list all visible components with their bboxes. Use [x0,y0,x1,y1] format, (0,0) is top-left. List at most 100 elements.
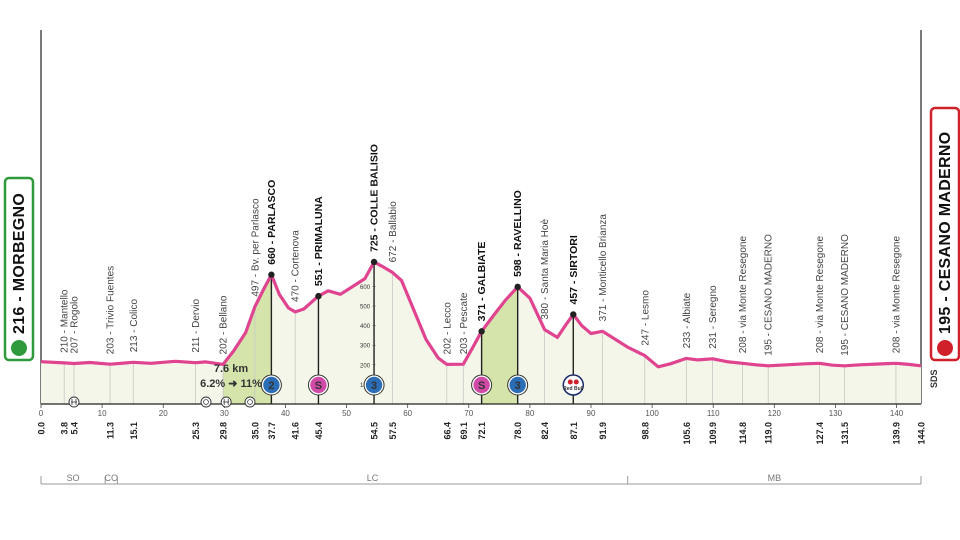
km-label: 57.5 [388,422,398,440]
sds-logo: SDS [929,369,939,388]
summit-dot [268,271,275,278]
start-cyclist-icon [11,340,27,356]
place-label: 207 - Rogolo [70,296,81,354]
place-label: 233 - Albiate [682,292,693,348]
place-label: 203 - Trivio Fuentes [106,266,117,354]
level-crossing-icon [68,396,80,408]
km-label: 37.7 [267,422,277,440]
kom-badge-text: 3 [515,380,521,392]
place-label: 195 - CESANO MADERNO [764,234,775,356]
altitude-tick-label: 300 [360,344,371,350]
place-label: 380 - Santa Maria Hoè [540,219,551,320]
sprint-badge-text: S [478,380,485,392]
place-label: 457 - SIRTORI [568,235,580,304]
km-label: 78.0 [513,422,523,440]
km-label: 45.4 [314,422,324,440]
finish-km-label: 144.0 [917,422,927,445]
level-crossing-icon [220,396,232,408]
redbull-badge: Red Bull [562,374,585,396]
x-tick-label: 110 [707,409,720,418]
place-label: 660 - PARLASCO [266,180,278,265]
place-label: 371 - Monticello Brianza [598,214,609,322]
km-label: 98.8 [640,422,650,440]
km-label: 25.3 [191,422,201,440]
x-tick-label: 140 [890,409,904,418]
x-tick-label: 120 [768,409,782,418]
summit-dot [370,258,378,266]
steepness-gradient: 6.2% ➜ 11% [200,378,262,390]
km-label: 119.0 [764,422,774,444]
kom-badge: 3 [507,374,529,396]
climb-segment-2 [481,286,518,404]
sprint-badge-text: S [315,380,322,392]
x-tick-label: 100 [645,409,659,418]
km-label: 105.6 [682,422,692,445]
place-label: 470 - Cortenova [291,230,302,302]
x-tick-label: 50 [342,409,351,418]
kom-badge: 3 [363,374,385,396]
redbull-badge-text: Red Bull [563,386,584,392]
km-label: 139.9 [891,422,901,445]
km-label: 66.4 [442,422,452,440]
province-label: LC [367,473,379,483]
place-label: 202 - Bellano [219,295,230,354]
km-label: 87.1 [569,422,579,440]
place-label: 672 - Ballabio [388,201,399,263]
sprint-badge: S [307,374,329,396]
km-label: 69.1 [459,422,469,440]
altitude-tick-label: 200 [360,363,371,369]
province-label: MB [768,473,782,483]
km-label: 11.3 [106,422,116,439]
place-label: 210 - Mantello [60,289,71,353]
tunnel-icon [200,396,212,408]
place-label: 247 - Lesmo [640,290,651,346]
x-tick-label: 80 [525,409,534,418]
place-label: 231 - Seregno [708,285,719,349]
km-label: 5.4 [70,422,80,435]
place-label: 203 - Pescate [459,292,470,354]
altitude-tick-label: 500 [360,305,371,311]
province-label: CO [105,473,119,483]
km-label: 91.9 [598,422,608,440]
steepness-distance: 7.6 km [214,363,248,375]
kom-badge: 2 [260,374,282,396]
summit-dot [315,292,322,300]
kom-badge-text: 2 [268,380,274,392]
place-label: 497 - Bv. per Parlasco [250,198,261,297]
x-tick-label: 20 [159,409,168,418]
finish-label: 195 - CESANO MADERNO [937,132,954,334]
climb-segment-1 [223,274,272,404]
x-tick-label: 40 [281,409,290,418]
place-label: 202 - Lecco [442,302,453,355]
kom-badge-text: 3 [371,380,377,392]
km-label: 131.5 [840,422,850,445]
profile-line [40,260,922,369]
x-tick-label: 30 [220,409,229,418]
km-label: 29.8 [219,422,229,440]
km-label: 82.4 [540,422,550,440]
km-label: 35.0 [250,422,260,440]
start-label: 216 - MORBEGNO [11,193,28,334]
province-label: SO [67,473,80,483]
km-label: 114.8 [738,422,748,444]
place-label: 598 - RAVELLINO [512,190,524,277]
km-label: 54.5 [370,422,380,440]
tunnel-icon [244,396,256,408]
place-label: 551 - PRIMALUNA [313,196,325,286]
start-box: 216 - MORBEGNO [3,176,35,362]
km-label: 109.9 [708,422,718,445]
altitude-tick-label: 400 [360,324,371,330]
place-label: 211 - Dervio [191,299,202,353]
summit-dot [570,311,577,318]
x-tick-label: 60 [403,409,412,418]
x-tick-label: 70 [464,409,473,418]
altitude-tick-label: 600 [360,285,371,291]
x-tick-label: 10 [98,409,107,418]
x-tick-label: 90 [587,409,596,418]
km-label: 127.4 [815,422,825,445]
summit-dot [514,283,521,291]
finish-cyclist-icon [937,340,953,356]
place-label: 195 - CESANO MADERNO [840,234,851,356]
